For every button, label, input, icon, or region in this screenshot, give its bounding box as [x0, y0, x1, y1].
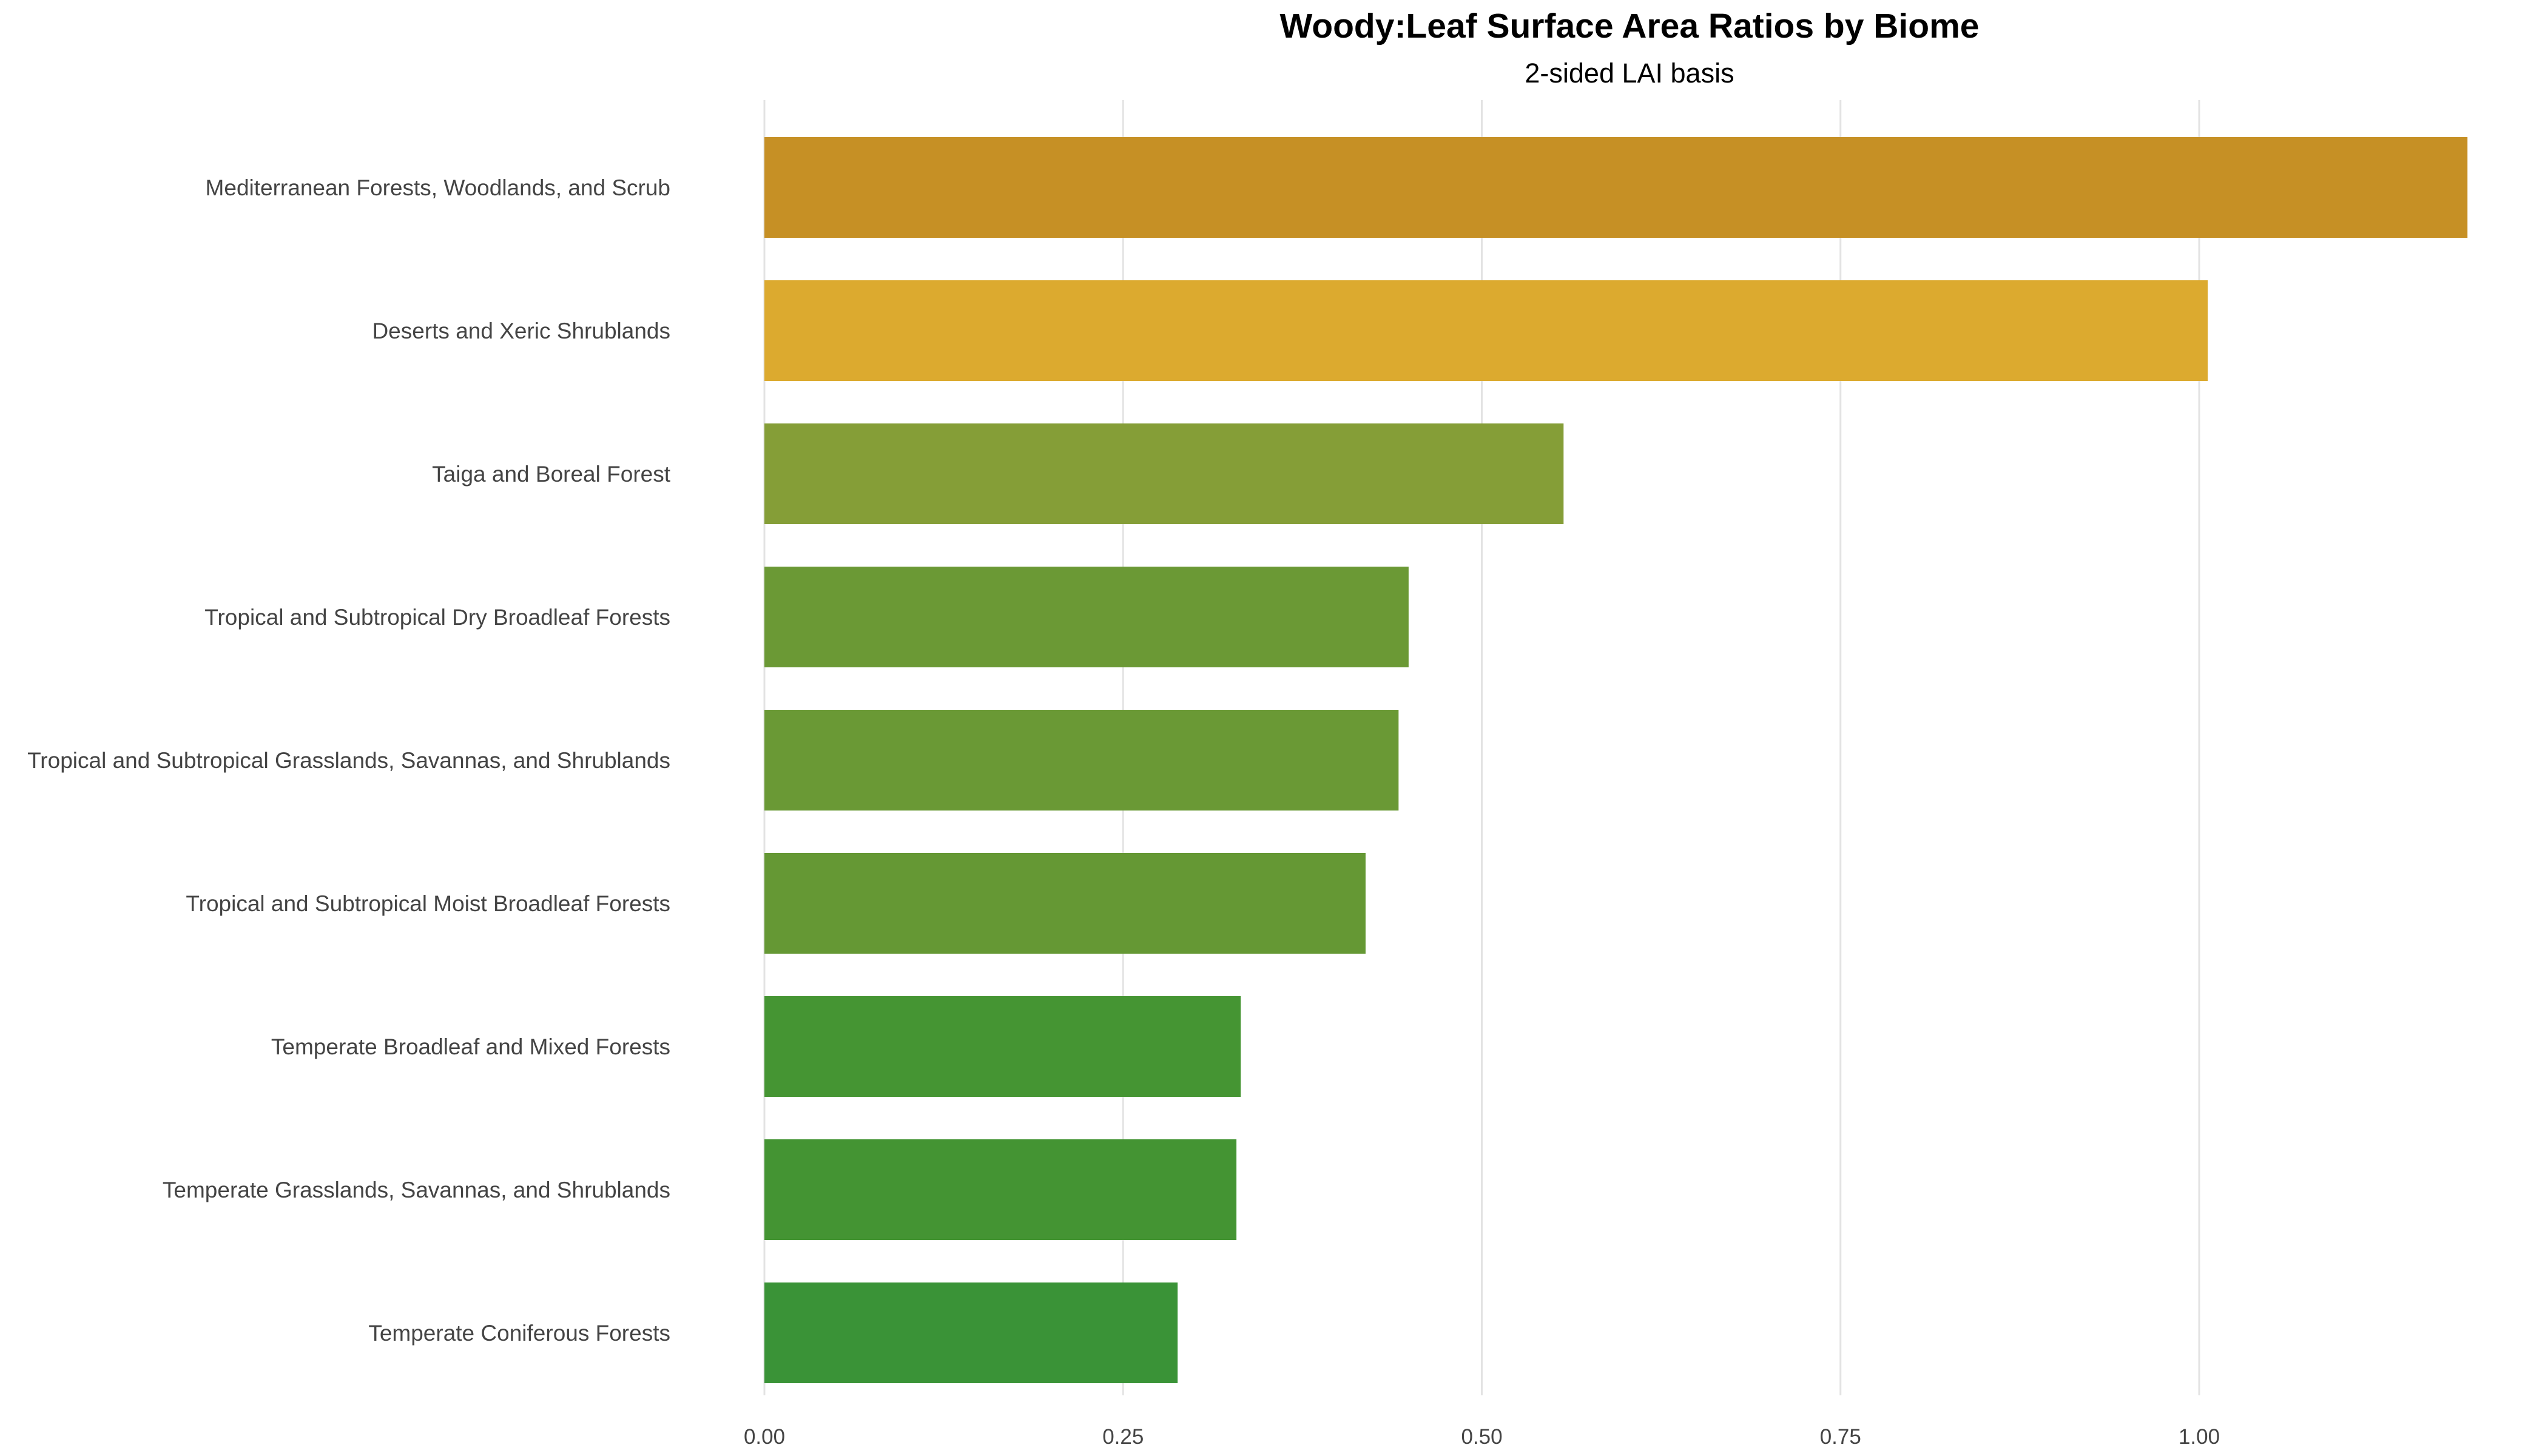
x-tick-label: 0.25 [1102, 1425, 1144, 1449]
x-tick-label: 0.50 [1461, 1425, 1502, 1449]
category-labels: Mediterranean Forests, Woodlands, and Sc… [27, 175, 671, 1346]
category-label: Tropical and Subtropical Grasslands, Sav… [27, 748, 670, 773]
bar [764, 853, 1366, 954]
bar [764, 1139, 1237, 1240]
category-label: Temperate Coniferous Forests [368, 1321, 670, 1346]
category-label: Tropical and Subtropical Moist Broadleaf… [186, 891, 670, 916]
x-tick-label: 1.00 [2179, 1425, 2220, 1449]
chart-subtitle: 2-sided LAI basis [1525, 58, 1734, 89]
bar [764, 423, 1564, 524]
x-tick-label: 0.75 [1820, 1425, 1861, 1449]
bar [764, 137, 2468, 238]
bar [764, 710, 1399, 811]
chart-title: Woody:Leaf Surface Area Ratios by Biome [1280, 7, 1980, 46]
category-label: Deserts and Xeric Shrublands [372, 318, 670, 343]
category-label: Taiga and Boreal Forest [432, 462, 671, 487]
category-label: Temperate Grasslands, Savannas, and Shru… [163, 1178, 670, 1202]
bar [764, 996, 1241, 1097]
x-tick-label: 0.00 [744, 1425, 785, 1449]
bar [764, 567, 1409, 667]
bar [764, 1282, 1178, 1383]
bars [764, 137, 2468, 1383]
category-label: Tropical and Subtropical Dry Broadleaf F… [204, 605, 670, 630]
category-label: Mediterranean Forests, Woodlands, and Sc… [206, 175, 670, 200]
category-label: Temperate Broadleaf and Mixed Forests [271, 1034, 670, 1059]
bar [764, 280, 2208, 381]
x-axis-tick-labels: 0.00 0.25 0.50 0.75 1.00 [744, 1425, 2220, 1449]
